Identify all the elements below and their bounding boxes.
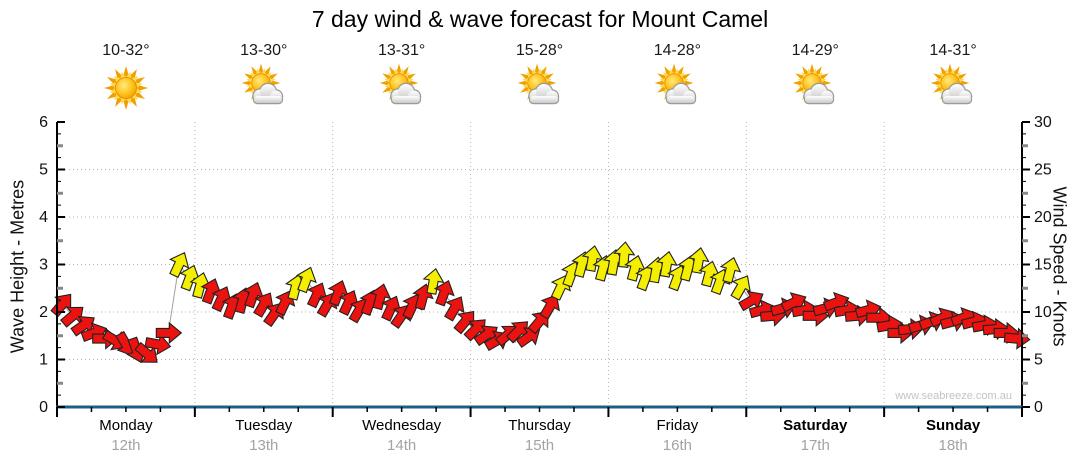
partly-cloudy-icon <box>241 64 283 105</box>
partly-cloudy-icon <box>654 64 697 105</box>
right-tick-label: 15 <box>1034 257 1052 274</box>
wind-arrow <box>295 266 317 294</box>
cloud-shape <box>803 82 835 105</box>
wind-arrow <box>655 250 678 278</box>
day-date: 13th <box>249 437 279 454</box>
temp-range-label: 14-29° <box>791 42 839 59</box>
day-label-saturday: Saturday 17th <box>746 417 884 454</box>
wind-arrow <box>613 241 636 268</box>
day-label-friday: Friday 16th <box>608 417 746 454</box>
cloud-shape <box>527 82 559 105</box>
wind-arrow <box>687 247 710 274</box>
left-tick-label: 0 <box>39 399 48 416</box>
left-tick-label: 4 <box>39 209 48 226</box>
day-label-monday: Monday 12th <box>57 417 195 454</box>
cloud-shape <box>665 82 697 105</box>
day-name: Saturday <box>783 417 848 434</box>
day-date: 14th <box>387 437 417 454</box>
forecast-cell-monday: 10-32° <box>57 42 195 118</box>
day-name: Wednesday <box>362 417 442 434</box>
left-tick-label: 3 <box>39 257 48 274</box>
wind-arrow <box>369 283 392 311</box>
day-label-sunday: Sunday 18th <box>884 417 1022 454</box>
partly-cloudy-icon <box>930 64 973 105</box>
day-name: Friday <box>656 417 699 434</box>
day-name: Sunday <box>925 417 981 434</box>
day-label-thursday: Thursday 15th <box>471 417 609 454</box>
day-date: 12th <box>111 437 141 454</box>
day-name: Tuesday <box>235 417 293 434</box>
wind-arrow <box>730 275 751 301</box>
temp-range-label: 14-28° <box>653 42 702 59</box>
left-tick-label: 2 <box>39 304 48 321</box>
day-date: 17th <box>800 437 830 454</box>
wind-arrow <box>169 251 190 279</box>
cloud-shape <box>941 82 973 105</box>
watermark: www.seabreeze.com.au <box>894 390 1012 402</box>
day-label-wednesday: Wednesday 14th <box>333 417 471 454</box>
right-tick-label: 20 <box>1034 209 1052 226</box>
day-date: 16th <box>662 437 692 454</box>
day-name: Thursday <box>508 417 571 434</box>
left-tick-label: 5 <box>39 162 48 179</box>
chart-title: 7 day wind & wave forecast for Mount Cam… <box>311 6 769 32</box>
forecast-cell-sunday: 14-31° <box>884 42 1022 118</box>
wind-arrow <box>422 267 445 295</box>
temp-range-label: 14-31° <box>929 42 977 59</box>
wind-arrow <box>433 279 455 307</box>
right-tick-label: 5 <box>1034 352 1043 369</box>
sunny-icon <box>103 66 148 110</box>
forecast-cell-tuesday: 13-30° <box>195 42 333 118</box>
left-tick-label: 6 <box>39 114 48 131</box>
forecast-cell-thursday: 15-28° <box>471 42 609 118</box>
left-tick-label: 1 <box>39 352 48 369</box>
day-date: 18th <box>938 437 968 454</box>
right-tick-label: 0 <box>1034 399 1043 416</box>
cloud-shape <box>252 82 283 105</box>
sun-shape <box>103 66 148 110</box>
wind-arrow <box>539 294 561 320</box>
right-tick-label: 30 <box>1034 114 1052 131</box>
temp-range-label: 13-30° <box>240 42 288 59</box>
wind-arrow <box>719 256 742 284</box>
cloud-shape <box>389 82 421 105</box>
partly-cloudy-icon <box>517 64 559 105</box>
wind-arrow <box>444 296 465 322</box>
right-tick-label: 10 <box>1034 304 1052 321</box>
temp-range-label: 13-31° <box>377 42 426 59</box>
day-labels-row: Monday 12th Tuesday 13th Wednesday 14th Thursd… <box>57 417 1022 454</box>
forecast-cell-saturday: 14-29° <box>746 42 884 118</box>
partly-cloudy-icon <box>792 64 835 105</box>
temperature-forecast-row: 10-32° 13-30° 13-31° 15-28° 14-28° 14-29° 14-3… <box>57 42 1022 118</box>
forecast-cell-friday: 14-28° <box>608 42 746 118</box>
temp-range-label: 10-32° <box>102 42 150 59</box>
partly-cloudy-icon <box>379 64 421 105</box>
temp-range-label: 15-28° <box>515 42 564 59</box>
forecast-cell-wednesday: 13-31° <box>333 42 471 118</box>
wind-arrow <box>155 321 183 345</box>
day-label-tuesday: Tuesday 13th <box>195 417 333 454</box>
day-date: 15th <box>524 437 555 454</box>
wind-arrow <box>527 310 549 335</box>
right-tick-label: 25 <box>1034 162 1052 179</box>
day-name: Monday <box>99 417 153 434</box>
wind-arrow <box>1003 327 1031 350</box>
